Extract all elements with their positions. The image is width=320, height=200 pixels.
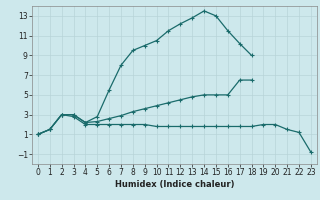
X-axis label: Humidex (Indice chaleur): Humidex (Indice chaleur) <box>115 180 234 189</box>
